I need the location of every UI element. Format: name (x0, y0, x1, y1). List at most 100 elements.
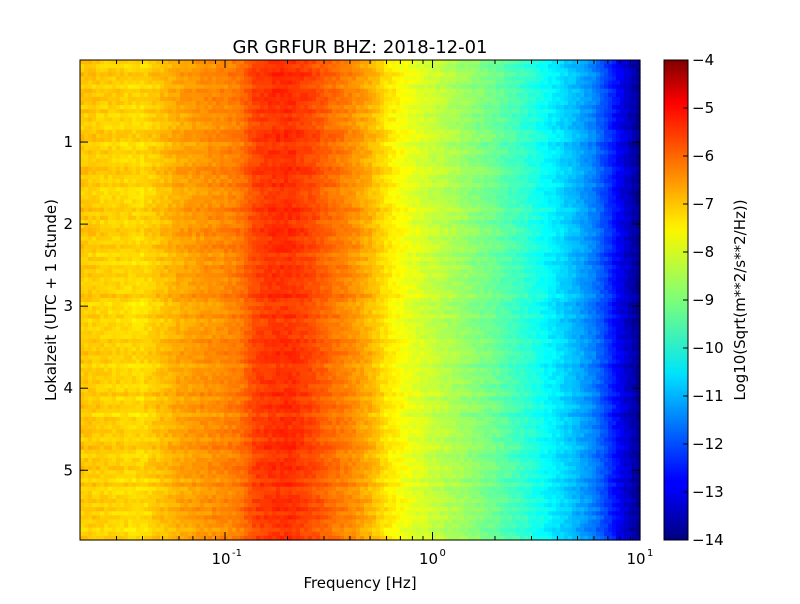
heatmap-cell (108, 170, 113, 176)
heatmap-cell (252, 183, 257, 188)
heatmap-cell (556, 162, 561, 168)
heatmap-cell (568, 166, 573, 172)
heatmap-cell (632, 76, 637, 82)
heatmap-cell (368, 117, 373, 123)
heatmap-cell (132, 191, 137, 196)
heatmap-cell (132, 84, 137, 90)
heatmap-cell (616, 195, 621, 201)
heatmap-cell (444, 76, 449, 82)
heatmap-cell (272, 137, 277, 143)
heatmap-cell (300, 195, 305, 201)
heatmap-cell (276, 96, 281, 102)
heatmap-cell (192, 60, 197, 65)
heatmap-cell (112, 117, 117, 123)
heatmap-cell (416, 195, 421, 201)
heatmap-cell (92, 199, 97, 205)
heatmap-cell (364, 137, 369, 143)
heatmap-cell (428, 105, 433, 110)
heatmap-cell (564, 146, 569, 151)
heatmap-cell (312, 88, 317, 94)
heatmap-cell (244, 96, 249, 102)
heatmap-cell (176, 121, 181, 127)
heatmap-cell (368, 154, 373, 160)
heatmap-cell (124, 129, 129, 135)
heatmap-cell (428, 183, 433, 188)
heatmap-cell (456, 133, 461, 139)
heatmap-cell (296, 68, 301, 73)
heatmap-cell (316, 166, 321, 172)
heatmap-cell (448, 162, 453, 168)
heatmap-cell (208, 80, 213, 86)
heatmap-cell (184, 72, 189, 78)
heatmap-cell (208, 162, 213, 168)
heatmap-cell (316, 146, 321, 151)
heatmap-cell (312, 191, 317, 196)
heatmap-cell (284, 146, 289, 151)
heatmap-cell (540, 170, 545, 176)
heatmap-cell (416, 117, 421, 123)
heatmap-cell (264, 76, 269, 82)
heatmap-cell (244, 187, 249, 192)
heatmap-cell (188, 191, 193, 196)
heatmap-cell (284, 60, 289, 65)
heatmap-cell (184, 203, 189, 209)
heatmap-cell (552, 146, 557, 151)
heatmap-cell (460, 199, 465, 205)
heatmap-cell (312, 187, 317, 192)
heatmap-cell (260, 154, 265, 160)
heatmap-cell (252, 72, 257, 78)
heatmap-cell (100, 154, 105, 160)
heatmap-cell (388, 166, 393, 172)
heatmap-cell (244, 195, 249, 201)
heatmap-cell (408, 92, 413, 98)
heatmap-cell (204, 125, 209, 131)
heatmap-cell (456, 178, 461, 184)
heatmap-cell (96, 142, 101, 147)
heatmap-cell (328, 68, 333, 73)
heatmap-cell (392, 183, 397, 188)
heatmap-cell (168, 84, 173, 90)
heatmap-cell (628, 146, 633, 151)
heatmap-cell (568, 84, 573, 90)
heatmap-cell (548, 154, 553, 160)
heatmap-cell (448, 178, 453, 184)
heatmap-cell (360, 199, 365, 205)
heatmap-cell (524, 158, 529, 164)
heatmap-cell (128, 80, 133, 86)
heatmap-cell (176, 72, 181, 78)
heatmap-cell (180, 105, 185, 110)
heatmap-cell (612, 80, 617, 86)
heatmap-cell (244, 92, 249, 98)
heatmap-cell (476, 146, 481, 151)
heatmap-cell (560, 191, 565, 196)
heatmap-cell (212, 166, 217, 172)
heatmap-cell (492, 113, 497, 119)
heatmap-cell (116, 80, 121, 86)
heatmap-cell (92, 133, 97, 139)
heatmap-cell (496, 125, 501, 131)
heatmap-cell (432, 68, 437, 73)
heatmap-cell (424, 183, 429, 188)
heatmap-cell (488, 80, 493, 86)
heatmap-cell (176, 129, 181, 135)
heatmap-cell (532, 109, 537, 114)
heatmap-cell (240, 203, 245, 209)
heatmap-cell (320, 166, 325, 172)
heatmap-cell (92, 80, 97, 86)
heatmap-cell (296, 117, 301, 123)
heatmap-cell (232, 191, 237, 196)
heatmap-cell (388, 121, 393, 127)
heatmap-cell (440, 162, 445, 168)
heatmap-cell (500, 191, 505, 196)
heatmap-cell (516, 125, 521, 131)
heatmap-cell (484, 183, 489, 188)
heatmap-cell (508, 105, 513, 110)
heatmap-cell (356, 150, 361, 155)
heatmap-cell (192, 64, 197, 69)
heatmap-cell (184, 84, 189, 90)
heatmap-cell (312, 80, 317, 86)
heatmap-cell (368, 121, 373, 127)
heatmap-cell (608, 80, 613, 86)
heatmap-cell (396, 96, 401, 102)
heatmap-cell (604, 133, 609, 139)
